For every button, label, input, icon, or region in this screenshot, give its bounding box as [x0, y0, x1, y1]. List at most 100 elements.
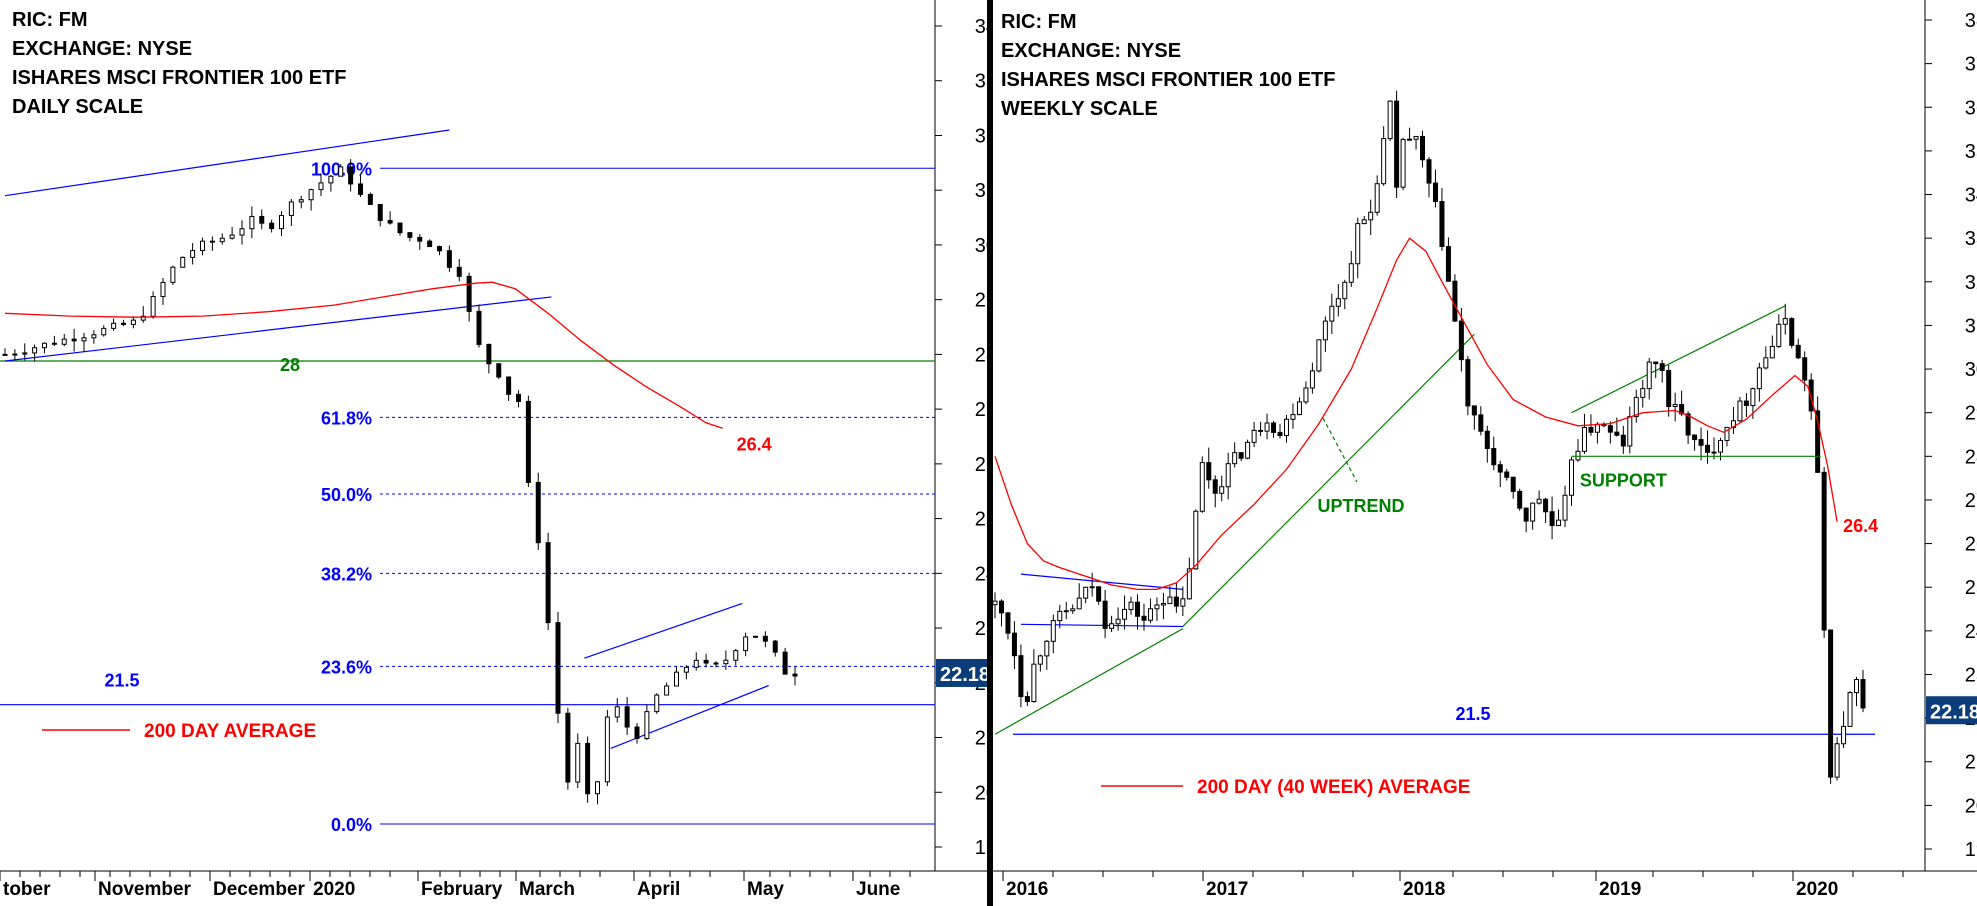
candle-body: [1737, 400, 1743, 422]
candle-body: [644, 711, 650, 739]
candle-body: [1154, 604, 1160, 610]
candle-body: [180, 256, 186, 268]
candle-body: [1232, 452, 1238, 465]
candle-body: [1828, 629, 1834, 778]
uptrend-pointer: [1322, 417, 1358, 483]
candle-body: [259, 215, 265, 224]
candle-body: [1290, 414, 1296, 420]
candle-body: [683, 666, 689, 673]
daily-chart-panel: 19202122232425262728293031323334toberNov…: [0, 0, 987, 906]
candle-body: [1212, 479, 1218, 494]
candle-body: [476, 310, 482, 345]
candle-body: [1368, 211, 1374, 221]
trend-line: [1182, 333, 1475, 627]
y-tick-label: 31: [975, 180, 987, 202]
candle-body: [318, 182, 324, 191]
last-price-label: 22.18: [940, 664, 987, 686]
y-tick-label: 25: [975, 509, 987, 531]
candle-body: [101, 327, 107, 336]
candle-body: [1465, 359, 1471, 407]
candle-body: [437, 246, 442, 252]
trend-line: [610, 684, 769, 750]
candle-body: [1491, 448, 1497, 466]
candle-body: [1076, 597, 1082, 610]
candle-body: [1089, 586, 1095, 589]
candle-body: [1536, 498, 1542, 504]
candle-body: [1245, 441, 1251, 459]
trend-line: [1571, 305, 1786, 414]
candle-body: [12, 353, 18, 356]
y-tick-label: 27: [1965, 490, 1977, 512]
y-tick-label: 35: [1965, 141, 1977, 163]
candle-body: [1394, 100, 1400, 188]
candle-body: [1614, 431, 1620, 436]
candle-body: [1750, 388, 1756, 407]
candle-body: [1549, 511, 1555, 527]
x-tick-label: 2016: [1006, 879, 1048, 900]
candle-body: [1711, 451, 1717, 454]
candle-body: [595, 781, 600, 795]
candle-body: [1743, 400, 1749, 407]
y-tick-label: 30: [975, 235, 987, 257]
candle-body: [1271, 422, 1277, 433]
candle-body: [1160, 603, 1166, 606]
candle-body: [1808, 379, 1814, 412]
candle-body: [516, 393, 521, 402]
candle-body: [1407, 138, 1413, 141]
candle-body: [1556, 519, 1562, 527]
x-tick-label: June: [856, 879, 900, 900]
candle-body: [1063, 610, 1069, 613]
candle-body: [723, 659, 729, 665]
y-tick-label: 20: [975, 782, 987, 804]
candle-body: [1575, 450, 1581, 461]
candle-body: [348, 166, 354, 185]
candle-body: [1322, 320, 1328, 341]
candle-body: [1238, 452, 1244, 459]
candle-body: [1096, 586, 1102, 602]
y-tick-label: 32: [1965, 272, 1977, 294]
candle-body: [634, 726, 640, 739]
candle-body: [130, 319, 136, 325]
candle-body: [1789, 318, 1795, 346]
candle-body: [407, 232, 413, 238]
candle-body: [772, 640, 778, 653]
ric-label: RIC: FM: [12, 9, 88, 31]
candle-body: [1860, 679, 1866, 709]
fib-level-label: 50.0%: [321, 485, 372, 505]
candle-body: [733, 650, 739, 661]
candle-body: [1303, 387, 1309, 403]
panel-divider: [987, 0, 993, 906]
candle-body: [1847, 692, 1853, 727]
candle-body: [1122, 608, 1128, 620]
candle-body: [121, 322, 126, 325]
candle-body: [1523, 507, 1529, 522]
candle-body: [998, 600, 1004, 614]
y-tick-label: 36: [1965, 97, 1977, 119]
exchange-label: EXCHANGE: NYSE: [12, 38, 193, 60]
candle-body: [229, 234, 235, 239]
candle-body: [565, 712, 571, 783]
candle-body: [1309, 370, 1315, 389]
y-tick-label: 24: [975, 563, 987, 585]
candle-body: [1070, 608, 1076, 612]
y-tick-label: 20: [1965, 795, 1977, 817]
candle-body: [1795, 344, 1801, 359]
candle-body: [1420, 135, 1426, 161]
last-price-label: 22.18: [1930, 701, 1977, 723]
x-tick-label: 2018: [1403, 879, 1445, 900]
candle-body: [604, 716, 610, 783]
candle-body: [1543, 498, 1549, 513]
horizontal-level-label: 21.5: [1455, 704, 1490, 724]
y-tick-label: 33: [1965, 228, 1977, 250]
x-tick-label: 2020: [313, 879, 355, 900]
y-tick-label: 21: [975, 728, 987, 750]
candle-body: [1679, 403, 1685, 415]
candle-body: [1478, 414, 1484, 432]
candle-body: [1717, 439, 1723, 453]
y-tick-label: 19: [975, 837, 987, 859]
candle-body: [1569, 459, 1575, 496]
y-tick-label: 19: [1965, 839, 1977, 861]
y-tick-label: 28: [1965, 446, 1977, 468]
y-tick-label: 28: [975, 344, 987, 366]
candle-body: [1251, 429, 1257, 443]
